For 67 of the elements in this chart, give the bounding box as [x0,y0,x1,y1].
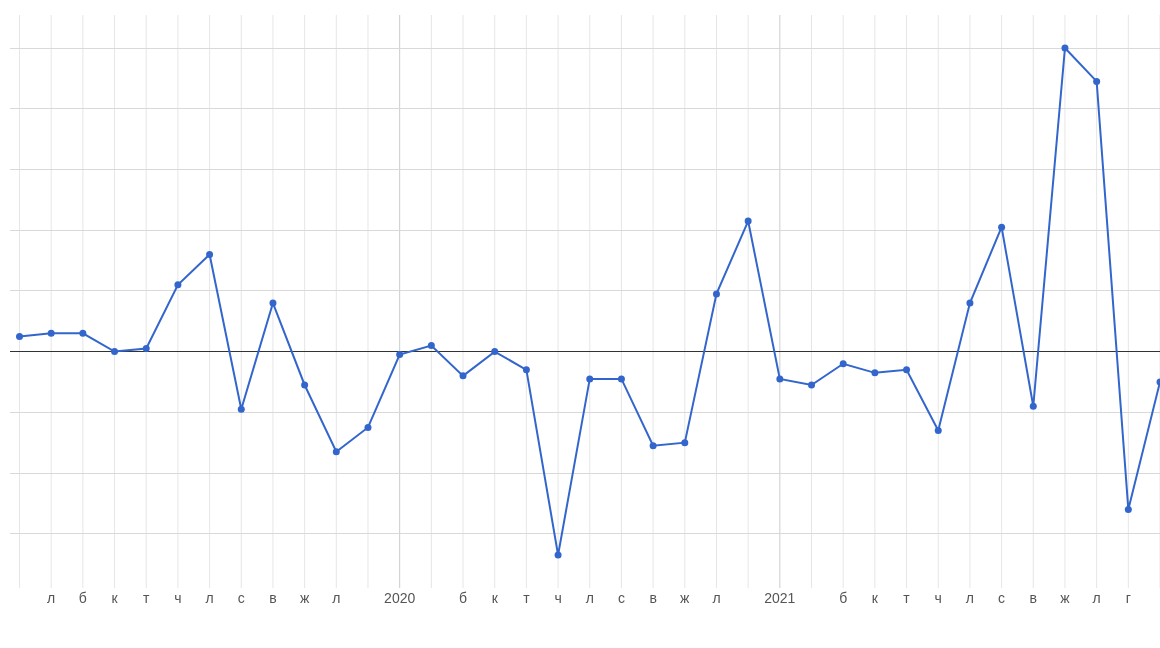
x-tick-label: л [1092,590,1101,606]
point [396,351,404,359]
point [111,348,119,356]
point [237,405,245,413]
x-tick-label: 2021 [764,590,796,606]
x-tick-label: ч [174,590,182,606]
point [712,290,720,298]
point [427,342,435,350]
x-tick-label: с [998,590,1006,606]
x-tick-label: т [903,590,911,606]
x-tick-label: ж [1060,590,1071,606]
point [649,442,657,450]
point [808,381,816,389]
x-tick-label: ж [680,590,691,606]
point [776,375,784,383]
point [491,348,499,356]
point [16,332,23,340]
x-tick-label: ч [934,590,942,606]
point [142,345,150,353]
point [301,381,309,389]
point [966,299,974,307]
x-tick-label: б [839,590,848,606]
x-tick-label: 2020 [384,590,416,606]
x-tick-label: к [871,590,879,606]
x-tick-label: в [649,590,657,606]
point [744,217,752,225]
x-tick-label: л [205,590,214,606]
point [586,375,594,383]
x-tick-label: т [523,590,531,606]
point [174,281,182,289]
x-tick-label: л [712,590,721,606]
point [1061,44,1069,52]
x-tick-label: с [617,590,625,606]
x-tick-label: л [965,590,975,606]
point [998,223,1006,231]
point [554,551,562,559]
x-tick-label: в [269,590,277,606]
point [79,329,87,337]
x-tick-label: б [459,590,468,606]
point [839,360,847,368]
point [1029,402,1037,410]
point [332,448,340,456]
x-tick-label: л [585,590,594,606]
point [459,372,467,380]
x-tick-label: ч [554,590,562,606]
point [1124,505,1132,513]
point [206,250,214,258]
x-tick-label: б [78,590,87,606]
point [871,369,879,377]
x-tick-label: т [143,590,151,606]
x-tick-label: ж [299,590,310,606]
x-tick-label: г [1125,590,1131,606]
point [364,423,372,431]
point [269,299,277,307]
x-tick-label: л [332,590,341,606]
point [1093,77,1101,85]
x-tick-label: к [111,590,119,606]
x-tick-label: с [237,590,245,606]
point [522,366,530,374]
x-tick-label: л [47,590,56,606]
x-tick-label: к [491,590,499,606]
point [681,439,689,447]
point [47,329,55,337]
point [617,375,625,383]
point [934,427,942,435]
x-tick-label: в [1029,590,1037,606]
point [903,366,911,374]
